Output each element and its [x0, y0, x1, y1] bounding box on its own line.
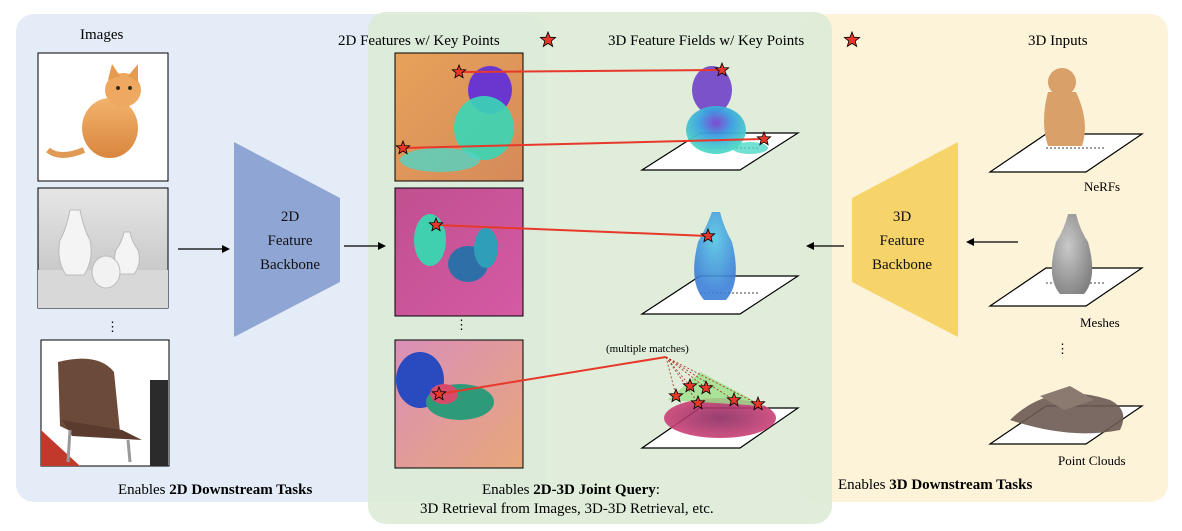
features-3d-title: 3D Feature Fields w/ Key Points [608, 33, 805, 49]
backbone-3d [852, 142, 958, 337]
footer-joint-line2: 3D Retrieval from Images, 3D-3D Retrieva… [420, 501, 714, 517]
arrow-head-4 [806, 242, 814, 250]
backbone-3d-line3: Backbone [872, 257, 932, 273]
inputs-3d-title: 3D Inputs [1028, 33, 1088, 49]
keypoint-stars [395, 61, 772, 411]
vases-drawing [38, 209, 168, 308]
keypoint-star-7 [431, 385, 447, 401]
feature-field-cat [639, 66, 801, 171]
pointcloud-input [988, 386, 1144, 445]
chair-drawing [41, 358, 168, 466]
footer-3d: Enables 3D Downstream Tasks [838, 477, 1033, 493]
keypoint-star-5 [428, 216, 444, 232]
images-title: Images [80, 27, 124, 43]
cat-drawing [46, 64, 141, 158]
features-2d-title: 2D Features w/ Key Points [338, 33, 500, 49]
keypoint-star-6 [700, 227, 716, 243]
match-line-cat-tail [402, 138, 765, 149]
keypoint-star-10 [698, 379, 714, 395]
ellipsis-inputs: ⋮ [1056, 341, 1069, 356]
keypoint-star-4 [756, 130, 772, 146]
mesh-input [988, 214, 1144, 307]
legend-stars [539, 30, 861, 48]
keypoint-star-2 [714, 61, 730, 77]
match-line-chair [438, 356, 667, 395]
match-lines [402, 69, 765, 405]
keypoint-star-8 [668, 387, 684, 403]
keypoint-star-1 [451, 63, 467, 79]
keypoint-star-11 [726, 391, 742, 407]
meshes-label: Meshes [1080, 315, 1120, 330]
pointclouds-label: Point Clouds [1058, 453, 1126, 468]
arrow-head-1 [222, 245, 230, 253]
backbone-3d-line2: Feature [879, 233, 925, 249]
backbone-2d-line1: 2D [280, 209, 300, 225]
legend-star-1 [539, 30, 557, 48]
ellipsis-images: ⋮ [106, 319, 119, 334]
match-line-vase [435, 224, 709, 237]
backbone-2d-line2: Feature [267, 233, 313, 249]
match-line-cat-head [458, 69, 723, 73]
footer-2d: Enables 2D Downstream Tasks [118, 482, 313, 498]
feature-vases-blob [414, 214, 498, 282]
keypoint-star-3 [395, 139, 411, 155]
multiple-matches-label: (multiple matches) [606, 343, 689, 355]
feature-field-scene [640, 372, 800, 449]
keypoint-star-13 [690, 394, 706, 410]
arrow-head-2 [378, 242, 386, 250]
nerfs-label: NeRFs [1084, 179, 1121, 194]
arrow-head-3 [966, 238, 974, 246]
feature-cat-blob [400, 66, 514, 172]
ellipsis-features: ⋮ [455, 317, 468, 332]
backbone-2d-line3: Backbone [260, 257, 320, 273]
backbone-3d-line1: 3D [892, 209, 912, 225]
legend-star-2 [843, 30, 861, 48]
nerf-input [988, 68, 1144, 173]
backbone-2d [234, 142, 340, 337]
footer-joint-line1: Enables 2D-3D Joint Query: [482, 482, 660, 498]
keypoint-star-9 [682, 377, 698, 393]
keypoint-star-12 [750, 395, 766, 411]
